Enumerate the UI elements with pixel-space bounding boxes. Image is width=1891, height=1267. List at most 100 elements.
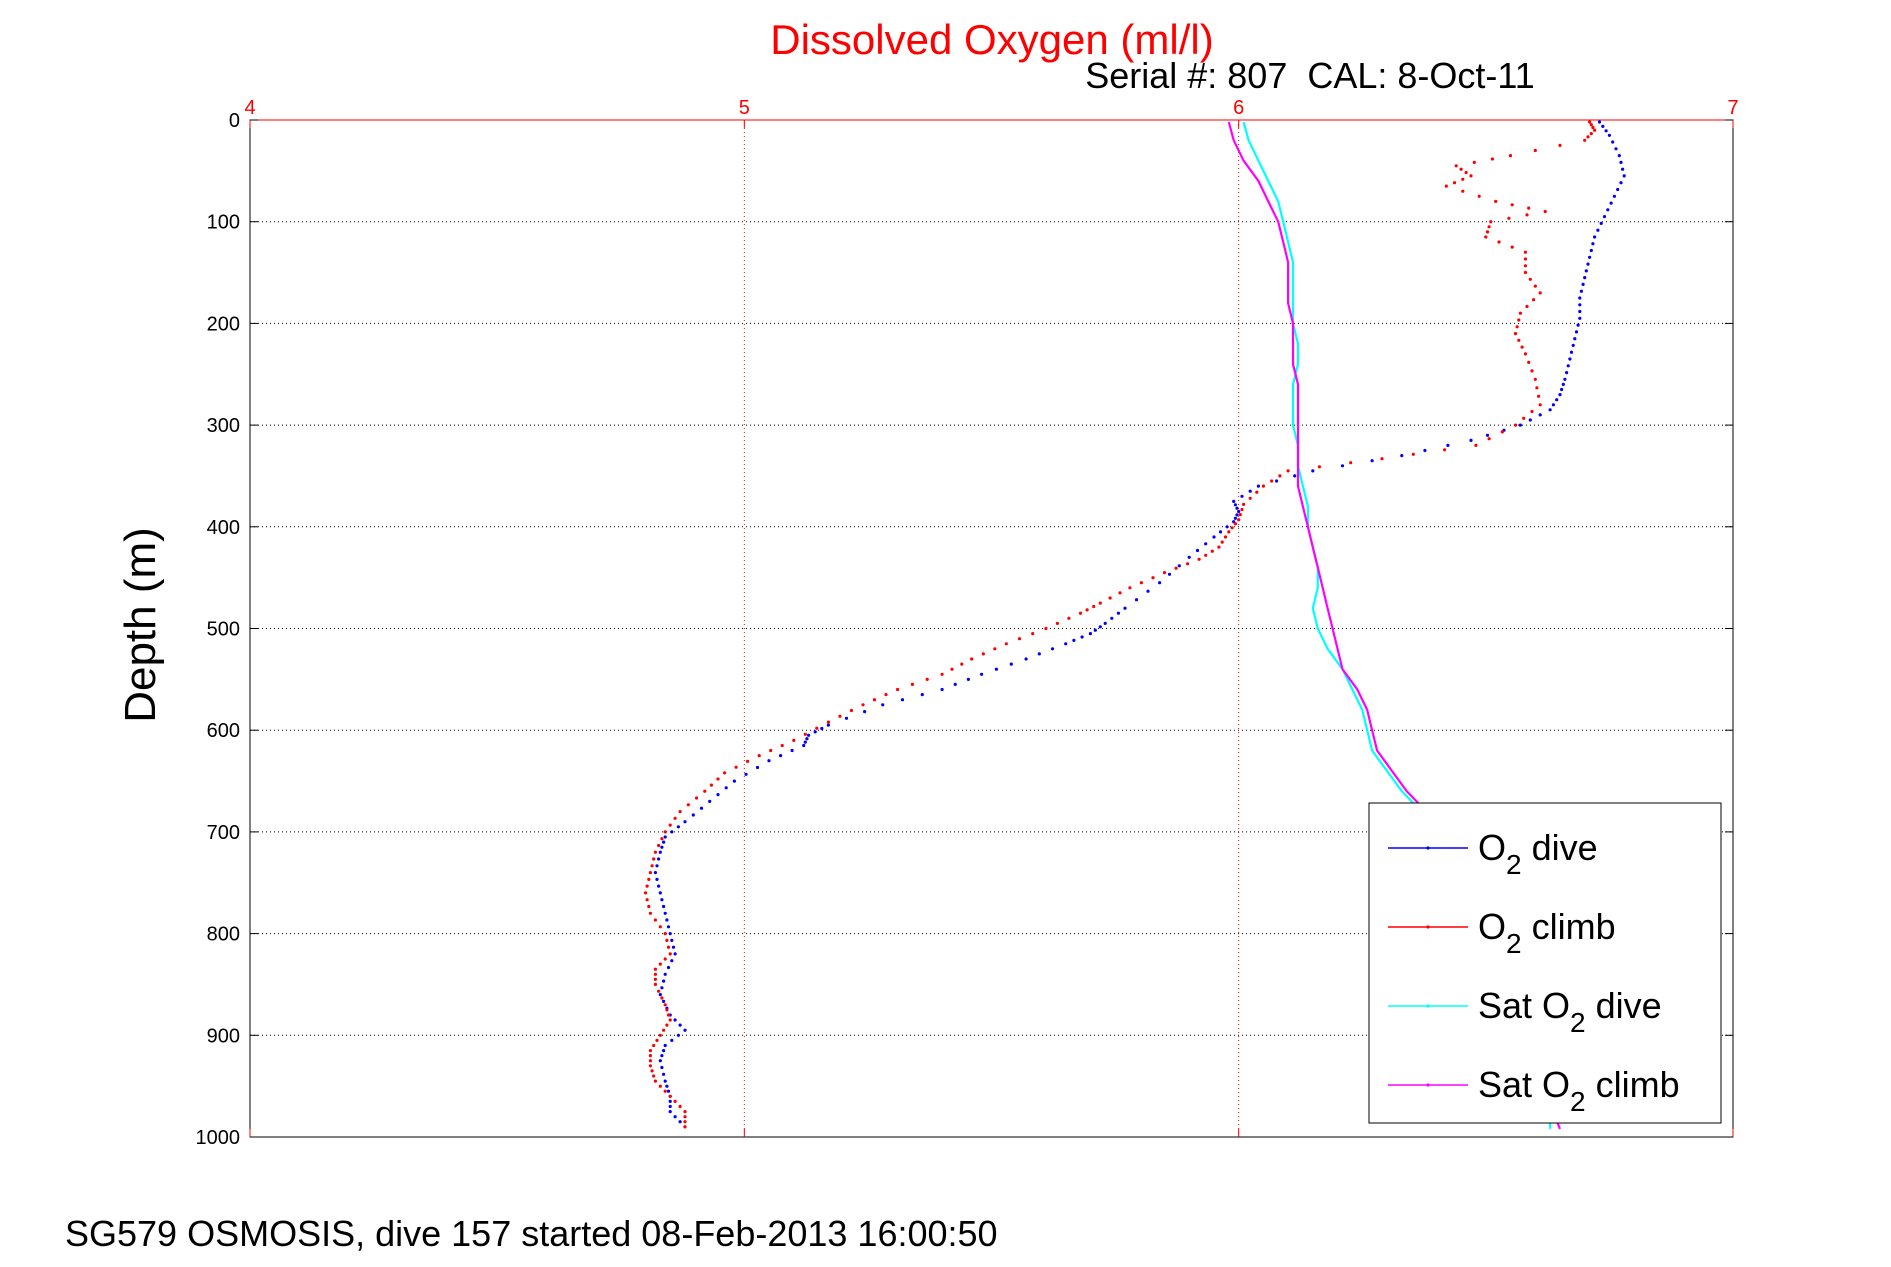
data-point-o2-climb bbox=[1518, 311, 1522, 315]
data-point-o2-dive bbox=[1072, 638, 1076, 643]
data-point-o2-dive bbox=[1576, 323, 1580, 327]
data-point-o2-climb bbox=[1464, 170, 1468, 175]
data-point-o2-climb bbox=[1513, 423, 1518, 427]
data-point-o2-dive bbox=[673, 1115, 677, 1119]
data-point-o2-dive bbox=[708, 799, 712, 804]
data-point-o2-dive bbox=[1469, 438, 1473, 442]
data-point-o2-climb bbox=[1469, 174, 1473, 178]
data-point-o2-dive bbox=[1588, 255, 1592, 259]
series-o2-climb bbox=[643, 120, 1597, 1129]
data-point-o2-dive bbox=[755, 765, 760, 770]
data-point-o2-climb bbox=[815, 726, 819, 730]
data-point-o2-dive bbox=[1596, 228, 1600, 232]
data-point-o2-climb bbox=[668, 952, 672, 956]
data-point-o2-climb bbox=[803, 732, 807, 736]
data-point-o2-dive bbox=[1093, 628, 1097, 632]
data-point-o2-climb bbox=[1538, 291, 1542, 295]
legend-item-o2-dive: O2 dive bbox=[1388, 827, 1598, 880]
data-point-o2-climb bbox=[716, 777, 720, 781]
data-point-o2-climb bbox=[1523, 264, 1527, 268]
data-point-o2-climb bbox=[673, 816, 677, 820]
data-point-o2-climb bbox=[1092, 604, 1096, 609]
data-point-o2-dive bbox=[953, 682, 957, 687]
data-point-o2-climb bbox=[653, 977, 658, 982]
data-point-o2-dive bbox=[699, 806, 704, 810]
data-point-o2-climb bbox=[660, 837, 664, 841]
data-point-o2-climb bbox=[1248, 496, 1252, 500]
data-point-o2-climb bbox=[1227, 530, 1231, 534]
data-point-o2-dive bbox=[1606, 208, 1610, 212]
data-point-o2-dive bbox=[1064, 642, 1068, 646]
dive-info-footer: SG579 OSMOSIS, dive 157 started 08-Feb-2… bbox=[65, 1213, 998, 1254]
data-point-o2-climb bbox=[1217, 545, 1221, 549]
data-point-o2-climb bbox=[838, 714, 842, 718]
data-point-o2-dive bbox=[1571, 343, 1575, 347]
data-point-o2-dive bbox=[1218, 530, 1223, 534]
data-point-o2-climb bbox=[652, 1074, 656, 1078]
data-point-o2-climb bbox=[650, 1069, 654, 1073]
data-point-o2-dive bbox=[658, 850, 662, 854]
data-point-o2-climb bbox=[1017, 637, 1022, 641]
data-point-o2-climb bbox=[683, 1110, 687, 1114]
legend-marker bbox=[1426, 1004, 1430, 1008]
data-point-o2-dive bbox=[658, 891, 662, 895]
data-point-o2-climb bbox=[663, 932, 667, 936]
data-point-o2-climb bbox=[1380, 457, 1384, 461]
chart-title: Dissolved Oxygen (ml/l) bbox=[770, 16, 1213, 63]
data-point-o2-dive bbox=[1578, 303, 1582, 307]
data-point-o2-climb bbox=[1139, 581, 1143, 585]
data-point-o2-dive bbox=[663, 1043, 667, 1048]
data-point-o2-dive bbox=[1538, 413, 1542, 417]
data-point-o2-dive bbox=[1555, 398, 1559, 402]
data-point-o2-dive bbox=[1597, 120, 1602, 124]
data-point-o2-dive bbox=[1614, 147, 1618, 151]
y-tick-label: 900 bbox=[207, 1025, 240, 1047]
data-point-o2-climb bbox=[1497, 240, 1501, 244]
data-point-o2-dive bbox=[655, 864, 659, 868]
data-point-o2-climb bbox=[1538, 403, 1542, 407]
grid bbox=[250, 120, 1733, 1137]
data-point-o2-dive bbox=[678, 1120, 682, 1124]
data-point-o2-climb bbox=[1487, 225, 1491, 229]
data-point-o2-climb bbox=[1162, 571, 1167, 575]
data-point-o2-dive bbox=[1311, 469, 1315, 473]
legend-marker bbox=[1426, 846, 1430, 850]
data-point-o2-climb bbox=[950, 667, 954, 671]
data-point-o2-climb bbox=[668, 823, 672, 827]
data-point-o2-climb bbox=[1593, 128, 1597, 132]
legend: O2 dive O2 climb Sat O2 dive Sat O2 climb bbox=[1368, 802, 1722, 1124]
data-point-o2-climb bbox=[1558, 143, 1562, 147]
data-point-o2-dive bbox=[803, 740, 807, 744]
data-point-o2-dive bbox=[1583, 276, 1587, 280]
data-point-o2-dive bbox=[820, 726, 824, 731]
data-point-o2-dive bbox=[660, 1054, 664, 1058]
data-point-o2-dive bbox=[1578, 296, 1582, 300]
data-point-o2-dive bbox=[1446, 443, 1450, 447]
data-point-o2-dive bbox=[1578, 309, 1582, 314]
data-point-o2-dive bbox=[1586, 262, 1590, 266]
data-point-o2-dive bbox=[1548, 408, 1552, 412]
data-point-o2-dive bbox=[1024, 657, 1028, 661]
data-point-o2-climb bbox=[1278, 474, 1282, 478]
data-point-o2-climb bbox=[1583, 138, 1587, 142]
data-point-o2-dive bbox=[666, 925, 671, 929]
data-point-o2-climb bbox=[1118, 591, 1122, 595]
data-point-o2-climb bbox=[648, 1049, 653, 1053]
data-point-o2-dive bbox=[767, 759, 771, 763]
data-point-o2-climb bbox=[757, 754, 761, 758]
y-tick-label: 700 bbox=[207, 822, 240, 844]
x-tick-label: 7 bbox=[1727, 97, 1738, 119]
data-point-o2-dive bbox=[1293, 474, 1297, 478]
data-point-o2-climb bbox=[1530, 409, 1534, 414]
data-point-o2-climb bbox=[1220, 540, 1224, 544]
data-point-o2-dive bbox=[673, 1018, 677, 1022]
data-point-o2-climb bbox=[663, 830, 667, 834]
data-point-o2-dive bbox=[668, 1110, 672, 1114]
data-point-o2-dive bbox=[790, 748, 794, 753]
data-point-o2-climb bbox=[1085, 608, 1089, 612]
data-point-o2-dive bbox=[844, 716, 849, 720]
data-point-o2-climb bbox=[1586, 135, 1590, 139]
legend-marker bbox=[1426, 925, 1430, 929]
data-point-o2-dive bbox=[1256, 484, 1260, 488]
data-point-o2-dive bbox=[670, 830, 674, 834]
